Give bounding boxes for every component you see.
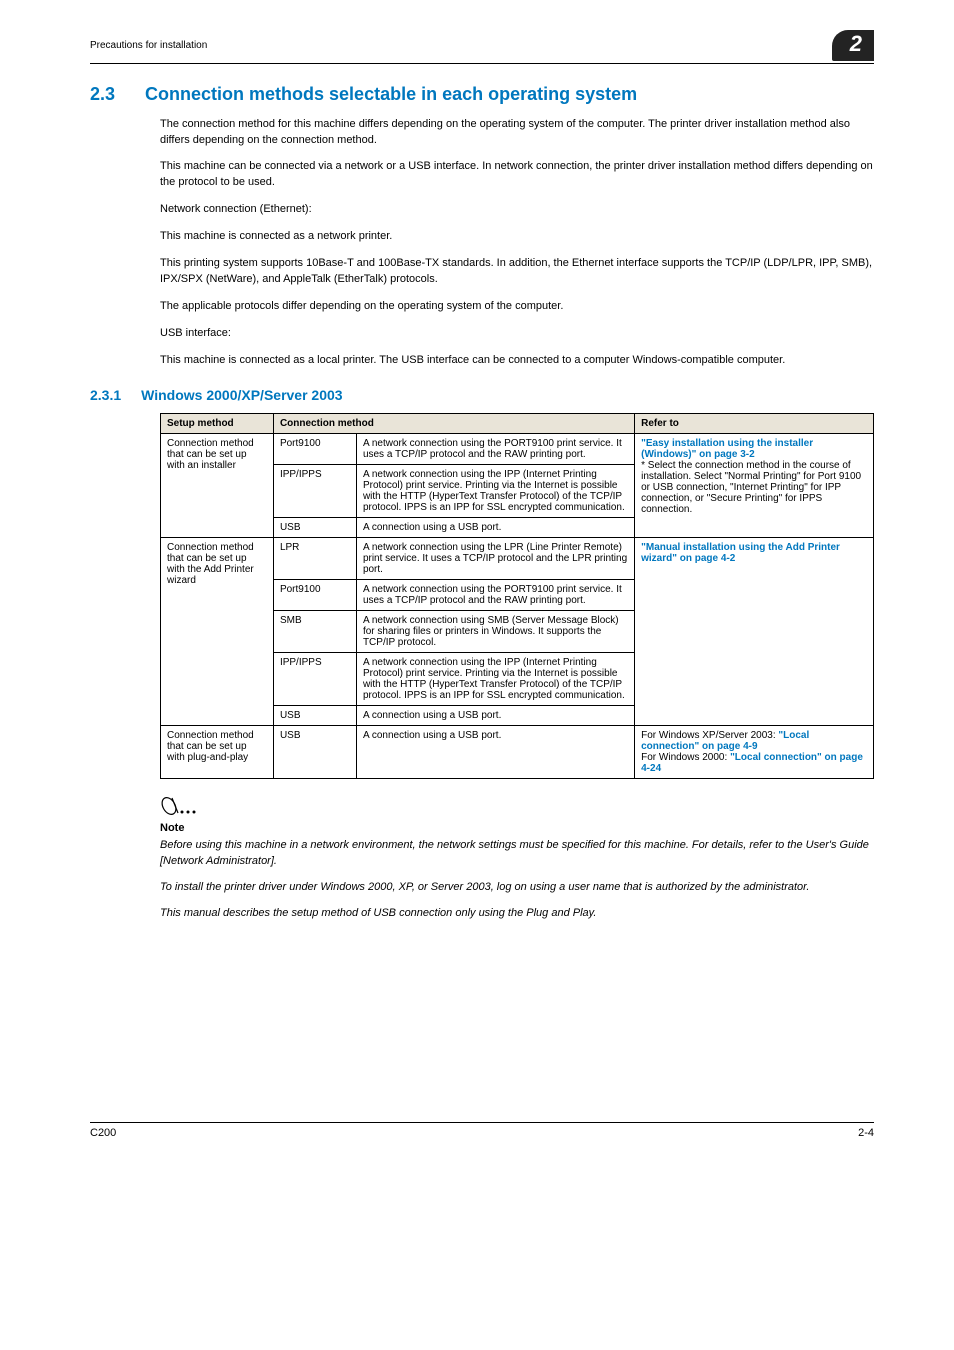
desc-cell: A network connection using the PORT9100 … — [356, 433, 634, 464]
paragraph: USB interface: — [160, 326, 874, 342]
desc-cell: A network connection using the LPR (Line… — [356, 537, 634, 579]
breadcrumb: Precautions for installation — [90, 40, 207, 51]
note-icon — [160, 795, 874, 820]
paragraph: The applicable protocols differ dependin… — [160, 299, 874, 315]
note-text: To install the printer driver under Wind… — [160, 880, 874, 896]
refer-cell: "Manual installation using the Add Print… — [635, 537, 874, 725]
section-number: 2.3 — [90, 84, 115, 105]
paragraph: This machine is connected as a network p… — [160, 229, 874, 245]
note-label: Note — [160, 822, 874, 834]
method-cell: USB — [273, 517, 356, 537]
connection-methods-table: Setup method Connection method Refer to … — [160, 413, 874, 779]
desc-cell: A network connection using SMB (Server M… — [356, 610, 634, 652]
setup-cell: Connection method that can be set up wit… — [161, 725, 274, 778]
method-cell: LPR — [273, 537, 356, 579]
method-cell: SMB — [273, 610, 356, 652]
table-row: Connection method that can be set up wit… — [161, 725, 874, 778]
refer-link[interactable]: "Manual installation using the Add Print… — [641, 542, 840, 564]
paragraph: This machine can be connected via a netw… — [160, 159, 874, 191]
refer-text: * Select the connection method in the co… — [641, 460, 861, 515]
subsection-number: 2.3.1 — [90, 387, 121, 403]
table-row: Connection method that can be set up wit… — [161, 537, 874, 579]
setup-cell: Connection method that can be set up wit… — [161, 433, 274, 537]
desc-cell: A network connection using the IPP (Inte… — [356, 464, 634, 517]
method-cell: Port9100 — [273, 579, 356, 610]
table-header-row: Setup method Connection method Refer to — [161, 413, 874, 433]
page-header: Precautions for installation 2 — [90, 30, 874, 64]
col-refer-header: Refer to — [635, 413, 874, 433]
method-cell: Port9100 — [273, 433, 356, 464]
desc-cell: A network connection using the PORT9100 … — [356, 579, 634, 610]
note-text: This manual describes the setup method o… — [160, 906, 874, 922]
setup-cell: Connection method that can be set up wit… — [161, 537, 274, 725]
desc-cell: A connection using a USB port. — [356, 517, 634, 537]
refer-cell: For Windows XP/Server 2003: "Local conne… — [635, 725, 874, 778]
note-text: Before using this machine in a network e… — [160, 838, 874, 870]
paragraph: This printing system supports 10Base-T a… — [160, 256, 874, 288]
subsection-title: Windows 2000/XP/Server 2003 — [141, 387, 342, 403]
desc-cell: A connection using a USB port. — [356, 705, 634, 725]
footer-left: C200 — [90, 1127, 116, 1139]
refer-pre: For Windows XP/Server 2003: — [641, 730, 778, 741]
paragraph: This machine is connected as a local pri… — [160, 353, 874, 369]
refer-link[interactable]: "Easy installation using the installer (… — [641, 438, 813, 460]
section-heading: 2.3 Connection methods selectable in eac… — [90, 84, 874, 105]
paragraph: Network connection (Ethernet): — [160, 202, 874, 218]
subsection-heading: 2.3.1 Windows 2000/XP/Server 2003 — [90, 387, 874, 403]
paragraph: The connection method for this machine d… — [160, 117, 874, 149]
desc-cell: A network connection using the IPP (Inte… — [356, 652, 634, 705]
method-cell: IPP/IPPS — [273, 652, 356, 705]
note-block: Note Before using this machine in a netw… — [160, 795, 874, 922]
col-connection-header: Connection method — [273, 413, 634, 433]
table-row: Connection method that can be set up wit… — [161, 433, 874, 464]
chapter-badge: 2 — [832, 30, 874, 61]
footer-right: 2-4 — [858, 1127, 874, 1139]
method-cell: IPP/IPPS — [273, 464, 356, 517]
col-setup-header: Setup method — [161, 413, 274, 433]
method-cell: USB — [273, 725, 356, 778]
refer-cell: "Easy installation using the installer (… — [635, 433, 874, 537]
page-footer: C200 2-4 — [90, 1122, 874, 1139]
desc-cell: A connection using a USB port. — [356, 725, 634, 778]
section-title: Connection methods selectable in each op… — [145, 84, 637, 105]
refer-pre: For Windows 2000: — [641, 752, 730, 763]
method-cell: USB — [273, 705, 356, 725]
